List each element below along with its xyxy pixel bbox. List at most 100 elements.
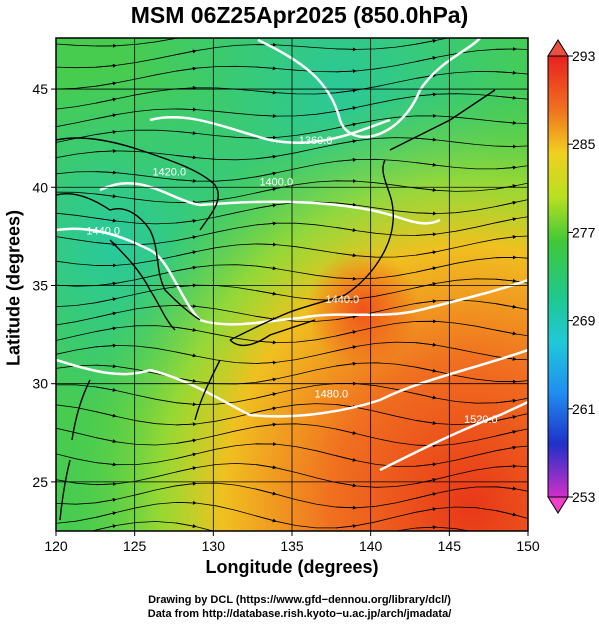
wind-arrow xyxy=(335,276,357,281)
wind-arrow xyxy=(175,49,197,56)
wind-arrow xyxy=(256,543,276,547)
wind-arrow xyxy=(335,455,357,462)
y-tick-label: 25 xyxy=(32,474,48,490)
streamline xyxy=(56,278,528,307)
wind-arrow xyxy=(95,511,117,518)
colorbar-tick-label: 293 xyxy=(572,48,596,64)
wind-arrow xyxy=(255,221,277,226)
wind-arrow xyxy=(416,22,436,25)
wind-arrow xyxy=(255,290,277,296)
wind-arrow xyxy=(95,386,117,392)
y-tick-label: 30 xyxy=(32,376,48,392)
wind-arrow xyxy=(255,154,277,160)
wind-arrow xyxy=(495,120,517,125)
colorbar-tick-label: 253 xyxy=(572,489,596,505)
contour-label: 1440.0 xyxy=(326,294,360,306)
wind-arrow xyxy=(255,203,277,209)
coastlines xyxy=(56,89,496,521)
wind-arrow xyxy=(415,137,437,142)
wind-arrow xyxy=(95,437,117,444)
streamline xyxy=(56,501,528,529)
wind-arrow xyxy=(255,265,277,271)
wind-arrow xyxy=(335,202,357,207)
wind-arrow xyxy=(255,90,277,95)
wind-arrow xyxy=(175,522,197,528)
streamline xyxy=(56,482,528,509)
wind-arrow xyxy=(335,505,357,510)
contour-label: 1520.0 xyxy=(464,414,498,426)
wind-arrow xyxy=(256,23,276,24)
streamline xyxy=(56,423,528,447)
wind-arrow xyxy=(175,351,197,358)
wind-arrow xyxy=(495,278,517,283)
x-axis-ticks: 120 125 130 135 140 145 150 xyxy=(44,531,540,554)
y-tick-label: 35 xyxy=(32,277,48,293)
wind-arrow xyxy=(95,63,117,68)
wind-arrow xyxy=(95,113,117,120)
wind-arrow xyxy=(95,364,117,369)
wind-arrow xyxy=(495,398,517,404)
wind-arrow xyxy=(95,242,117,247)
x-tick-label: 125 xyxy=(123,538,147,554)
wind-arrow xyxy=(95,297,117,304)
colorbar: 293 285 277 269 261 253 xyxy=(547,39,596,514)
wind-arrow xyxy=(335,345,357,352)
contour-label: 1440.0 xyxy=(86,225,120,237)
wind-arrow xyxy=(255,515,277,523)
streamline xyxy=(56,115,528,143)
wind-arrow xyxy=(496,7,516,10)
wind-arrow xyxy=(415,162,437,167)
streamline xyxy=(56,93,528,128)
wind-arrow xyxy=(335,69,357,74)
wind-arrow xyxy=(336,25,356,26)
wind-arrow xyxy=(335,252,357,258)
streamline xyxy=(56,235,528,266)
wind-arrow xyxy=(335,314,357,321)
wind-arrow xyxy=(95,326,117,332)
wind-arrow xyxy=(175,66,197,72)
wind-arrow xyxy=(495,329,517,336)
streamline xyxy=(56,362,528,385)
wind-arrow xyxy=(95,343,117,348)
wind-arrow xyxy=(255,422,277,428)
y-tick-label: 40 xyxy=(32,179,48,195)
wind-arrow xyxy=(255,406,277,413)
streamline xyxy=(56,48,528,90)
streamline xyxy=(56,158,528,182)
x-tick-label: 140 xyxy=(359,538,383,554)
streamline xyxy=(56,443,528,467)
colorbar-tick-label: 261 xyxy=(572,401,596,417)
wind-arrow xyxy=(495,415,517,422)
x-tick-label: 150 xyxy=(516,538,540,554)
wind-arrow xyxy=(415,266,437,273)
wind-arrow xyxy=(95,193,117,199)
wind-arrow xyxy=(495,235,517,240)
wind-arrow xyxy=(255,392,277,399)
wind-arrow xyxy=(415,525,437,530)
streamline xyxy=(90,521,471,531)
contour-label: 1360.0 xyxy=(299,135,333,147)
wind-arrow xyxy=(335,482,357,488)
contour-label: 1420.0 xyxy=(152,166,186,178)
wind-arrow xyxy=(415,342,437,347)
wind-arrow xyxy=(496,27,516,29)
wind-arrow xyxy=(335,157,357,162)
wind-arrow xyxy=(415,39,437,45)
wind-arrow xyxy=(335,88,357,94)
streamline xyxy=(56,71,528,110)
x-tick-label: 130 xyxy=(202,538,226,554)
wind-arrow xyxy=(255,360,277,365)
colorbar-min-arrow xyxy=(547,496,569,514)
credit-line-1: Drawing by DCL (https://www.gfd−dennou.o… xyxy=(148,594,451,606)
streamline xyxy=(56,256,528,287)
x-tick-label: 135 xyxy=(280,538,304,554)
wind-arrow xyxy=(415,299,437,304)
wind-arrow xyxy=(336,540,356,544)
contour-label: 1480.0 xyxy=(315,388,349,400)
wind-arrow xyxy=(95,524,117,531)
wind-arrow xyxy=(255,488,277,496)
wind-arrow xyxy=(495,165,517,170)
wind-arrow xyxy=(95,462,117,467)
wind-arrow xyxy=(415,92,437,97)
streamline xyxy=(56,320,528,344)
